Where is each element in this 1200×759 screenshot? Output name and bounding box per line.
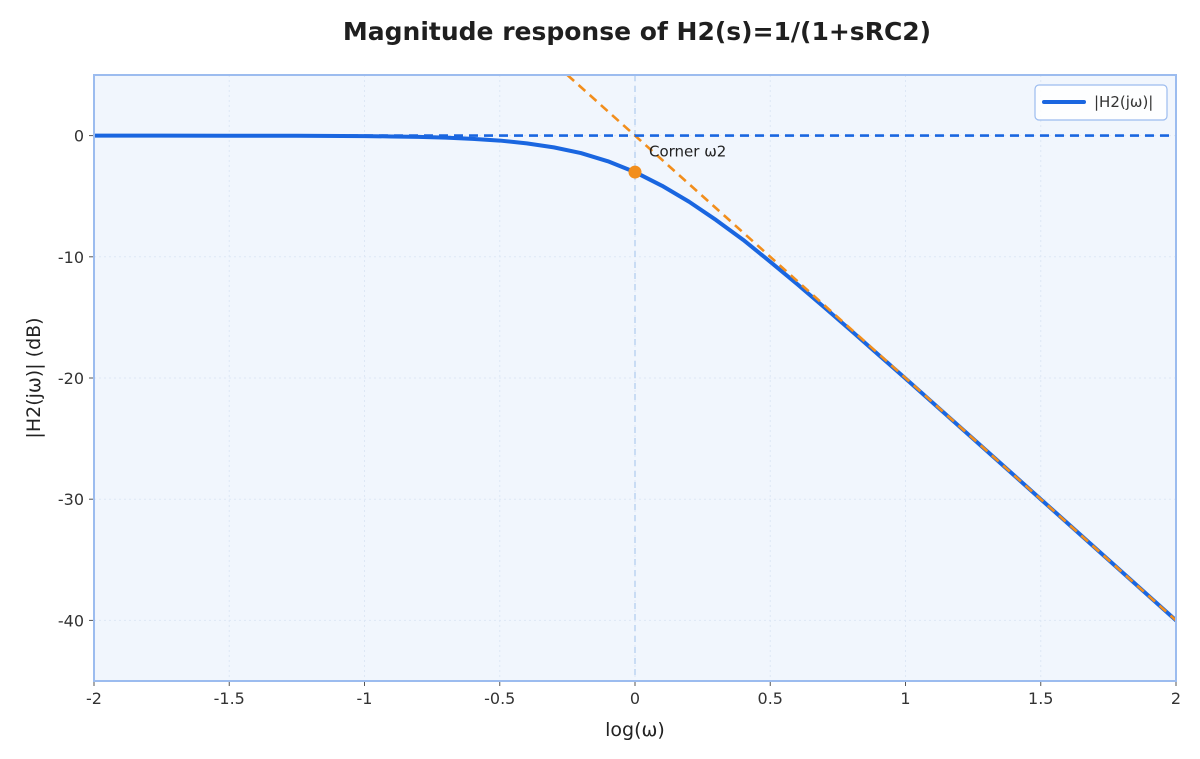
x-tick-label: -2 bbox=[86, 689, 102, 708]
x-tick-label: 2 bbox=[1171, 689, 1181, 708]
high-frequency-asymptote-line bbox=[566, 75, 1176, 622]
x-tick-label: 0 bbox=[630, 689, 640, 708]
x-tick-label: 0.5 bbox=[758, 689, 783, 708]
x-tick-label: 1.5 bbox=[1028, 689, 1053, 708]
y-axis-ticks: 0 -10 -20 -30 -40 bbox=[58, 127, 94, 630]
chart-title: Magnitude response of H2(s)=1/(1+sRC2) bbox=[343, 17, 931, 46]
corner-annotation: Corner ω2 bbox=[649, 143, 726, 161]
y-tick-label: -30 bbox=[58, 490, 84, 509]
y-tick-label: -10 bbox=[58, 248, 84, 267]
y-tick-label: -20 bbox=[58, 369, 84, 388]
x-tick-label: -1 bbox=[357, 689, 373, 708]
x-tick-label: -0.5 bbox=[484, 689, 515, 708]
y-tick-label: 0 bbox=[74, 127, 84, 146]
legend-box bbox=[1034, 84, 1168, 121]
x-tick-label: -1.5 bbox=[214, 689, 245, 708]
legend: |H2(jω)| bbox=[1034, 84, 1168, 121]
x-axis-ticks: -2 -1.5 -1 -0.5 0 0.5 1 1.5 2 bbox=[86, 681, 1181, 708]
x-axis-label: log(ω) bbox=[605, 719, 665, 741]
plot-frame bbox=[93, 74, 1177, 682]
grid-lines bbox=[93, 75, 1177, 681]
annotation-layer: Corner ω2 bbox=[628, 143, 726, 179]
x-tick-label: 1 bbox=[900, 689, 910, 708]
y-tick-label: -40 bbox=[58, 611, 84, 630]
legend-label-h2: |H2(jω)| bbox=[1094, 93, 1153, 111]
corner-marker bbox=[628, 165, 642, 179]
y-axis-label: |H2(jω)| (dB) bbox=[23, 317, 45, 438]
